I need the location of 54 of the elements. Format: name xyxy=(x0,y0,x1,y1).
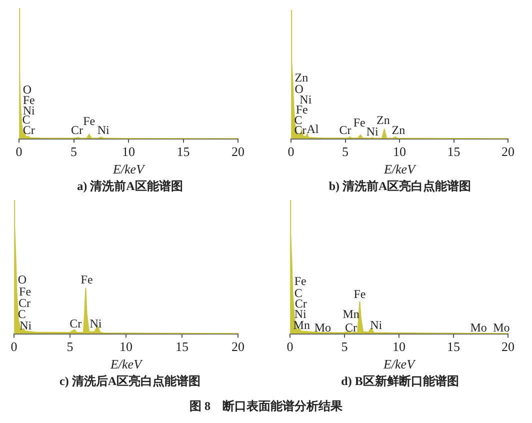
x-tick-label: 15 xyxy=(176,144,190,160)
annotation: Cr xyxy=(71,123,84,138)
annotation: Zn xyxy=(294,70,308,84)
annotation: Ni xyxy=(366,124,380,139)
x-tick-label: 0 xyxy=(16,144,22,160)
annotation: Fe xyxy=(83,114,96,128)
text: a) 清洗前A区能谱图 xyxy=(76,178,184,195)
annotation: Al xyxy=(306,122,320,136)
x-tick-label: 15 xyxy=(176,339,188,354)
x-tick-label: 20 xyxy=(232,144,244,160)
text: b) 清洗前A区亮白点能谱图 xyxy=(328,178,472,195)
x-tick-label: 20 xyxy=(502,144,514,160)
x-tick-label: 5 xyxy=(70,144,77,160)
x-tick-label: 5 xyxy=(66,339,74,354)
annotation: Cr xyxy=(22,123,35,138)
x-tick-label: 0 xyxy=(288,144,294,160)
x-axis-title: E/keV xyxy=(382,356,417,372)
x-tick-label: 15 xyxy=(447,144,460,160)
annotation: Mo xyxy=(470,320,487,335)
x-tick-label: 0 xyxy=(286,339,294,354)
annotation: O xyxy=(18,272,27,286)
caption: 图 8 断口表面能谱分析结果 xyxy=(188,398,344,415)
annotation: Ni xyxy=(20,318,32,333)
x-tick-label: 10 xyxy=(120,339,132,354)
annotation: Fe xyxy=(80,272,93,286)
annotation: Zn xyxy=(392,123,406,138)
x-tick-label: 10 xyxy=(393,144,406,160)
x-tick-label: 10 xyxy=(122,144,135,160)
x-tick-label: 5 xyxy=(341,339,348,354)
x-tick-label: 0 xyxy=(10,339,18,354)
annotation: Cr xyxy=(18,296,30,310)
x-tick-label: 20 xyxy=(232,339,244,354)
x-tick-label: 5 xyxy=(342,144,348,160)
x-tick-label: 10 xyxy=(392,339,406,354)
annotation: Zn xyxy=(376,112,390,127)
annotation: Fe xyxy=(19,284,32,298)
annotation: Ni xyxy=(90,316,102,331)
annotation: Mo xyxy=(493,320,510,335)
annotation: Fe xyxy=(354,287,366,302)
annotation: Mo xyxy=(314,320,332,335)
text: d) B区新鲜断口能谱图 xyxy=(340,373,460,390)
annotation: Cr xyxy=(339,123,352,138)
annotation: Ni xyxy=(97,123,110,138)
x-tick-label: 20 xyxy=(502,339,514,354)
text: c) 清洗后A区亮白点能谱图 xyxy=(58,373,202,390)
x-tick-label: 15 xyxy=(447,339,460,354)
annotation: Cr xyxy=(345,320,358,335)
annotation: Cr xyxy=(70,316,82,331)
x-axis-title: E/keV xyxy=(112,162,146,177)
x-axis-title: E/keV xyxy=(109,356,144,372)
annotation: Fe xyxy=(353,116,366,130)
x-axis-title: E/keV xyxy=(382,162,418,177)
annotation: Ni xyxy=(370,318,383,332)
annotation: Fe xyxy=(294,274,306,288)
